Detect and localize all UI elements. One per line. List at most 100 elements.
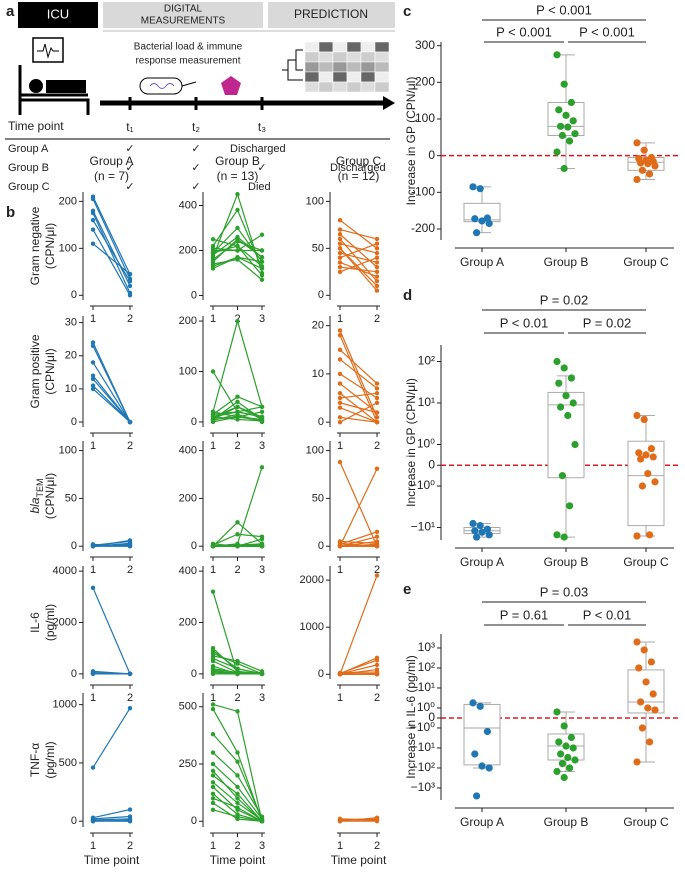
- p-value: P < 0.001: [496, 24, 552, 39]
- point: [235, 520, 240, 525]
- point: [633, 758, 641, 766]
- heat-cell: [360, 81, 376, 93]
- point: [567, 374, 576, 382]
- point: [635, 449, 643, 457]
- x-tick-label: 2: [127, 440, 133, 452]
- point: [374, 400, 380, 406]
- point: [337, 328, 343, 333]
- point: [235, 805, 240, 810]
- header-box: [18, 2, 98, 28]
- point: [235, 234, 240, 240]
- point: [337, 400, 343, 406]
- y-tick-label: −10¹: [411, 520, 435, 534]
- point: [651, 706, 659, 714]
- point: [471, 750, 479, 758]
- point: [374, 279, 380, 284]
- point: [569, 399, 577, 407]
- y-tick-label: 0: [318, 540, 324, 552]
- point: [90, 386, 96, 392]
- x-tick-label: 1: [90, 840, 96, 852]
- y-axis-label: TNF-α: [28, 743, 42, 777]
- point: [646, 738, 654, 746]
- y-tick-label: 0: [191, 668, 197, 680]
- table-header: Time point: [8, 119, 64, 133]
- point: [90, 818, 96, 824]
- header: MEASUREMENTS: [141, 16, 226, 27]
- table-cell: ✓: [125, 162, 134, 174]
- point: [210, 418, 216, 423]
- point: [647, 658, 656, 666]
- point: [337, 459, 343, 465]
- point: [235, 796, 240, 801]
- point: [374, 818, 380, 823]
- point: [651, 162, 659, 170]
- y-tick-label: −10¹: [411, 740, 435, 754]
- y-tick-label: 10: [65, 383, 77, 395]
- point: [235, 750, 240, 755]
- point: [374, 419, 380, 425]
- point: [210, 257, 216, 262]
- line: [92, 808, 131, 819]
- point: [483, 214, 491, 222]
- y-tick-label: 0: [318, 416, 324, 428]
- y-tick-label: 50: [312, 242, 324, 254]
- point: [337, 415, 343, 420]
- p-value: P < 0.01: [583, 607, 632, 622]
- point: [210, 750, 216, 755]
- point: [259, 273, 265, 278]
- heat-cell: [304, 61, 320, 73]
- y-tick-label: 30: [65, 317, 77, 329]
- table-header: t₁: [126, 120, 133, 134]
- point: [644, 469, 652, 478]
- point: [558, 759, 567, 768]
- line: [92, 378, 131, 423]
- point: [259, 544, 265, 549]
- point: [259, 536, 265, 542]
- y-axis-label-part: TEM: [35, 478, 45, 497]
- column-subtitle: (n = 13): [217, 169, 259, 183]
- point: [337, 236, 343, 242]
- point: [210, 791, 216, 796]
- panel-label: b: [6, 204, 15, 221]
- point: [638, 482, 647, 490]
- heat-cell: [318, 71, 334, 83]
- point: [483, 525, 491, 533]
- table-cell: ✓: [191, 162, 200, 174]
- point: [235, 239, 240, 244]
- y-tick-label: 0: [191, 815, 197, 827]
- line: [339, 416, 378, 423]
- box: [547, 391, 585, 479]
- point: [560, 773, 568, 782]
- point: [127, 818, 133, 824]
- point: [644, 160, 652, 168]
- x-tick-label: 3: [259, 313, 265, 325]
- table-header: t₂: [192, 120, 200, 134]
- x-tick-label: 2: [127, 840, 133, 852]
- panel-label: e: [403, 581, 411, 598]
- measurement-label: Bacterial load & immune: [134, 42, 243, 53]
- point: [374, 260, 380, 265]
- point: [235, 404, 240, 410]
- x-tick-label: 2: [234, 440, 240, 452]
- heat-cell: [318, 51, 334, 63]
- point: [210, 658, 216, 664]
- point: [337, 672, 343, 677]
- table-header: t₃: [258, 120, 266, 134]
- point: [476, 702, 484, 710]
- p-value: P = 0.02: [583, 315, 632, 330]
- point: [555, 106, 563, 114]
- dendrogram-icon: [282, 49, 303, 81]
- point: [374, 246, 380, 251]
- point: [337, 391, 343, 396]
- x-tick-label: Group A: [460, 815, 504, 829]
- point: [337, 241, 343, 246]
- heat-cell: [360, 51, 376, 63]
- point: [564, 123, 572, 131]
- point: [259, 409, 265, 415]
- p-value: P < 0.001: [579, 24, 635, 39]
- point: [485, 531, 493, 539]
- y-tick-label: 20: [312, 320, 324, 332]
- point: [374, 236, 380, 242]
- y-tick-label: 10: [312, 368, 324, 380]
- point: [210, 800, 216, 806]
